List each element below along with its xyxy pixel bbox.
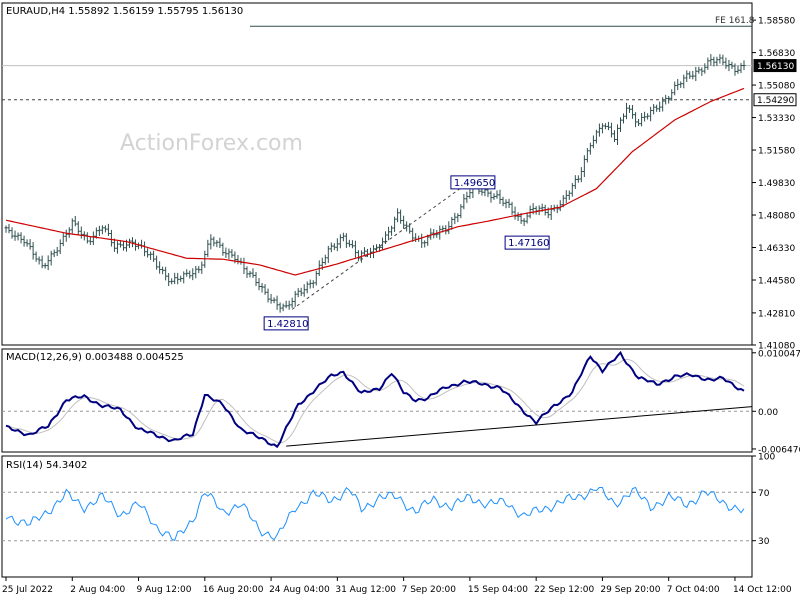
price-tick-label: 1.53330 xyxy=(758,114,795,124)
level-tag-box xyxy=(753,93,797,107)
price-annotation-box xyxy=(263,316,309,331)
price-tick-label: 1.42810 xyxy=(758,309,795,319)
time-tick-label: 22 Sep 12:00 xyxy=(534,585,594,595)
last-price-tag-label: 1.56130 xyxy=(757,62,794,72)
time-tick-label: 14 Oct 12:00 xyxy=(733,585,792,595)
price-annotation-label: 1.42810 xyxy=(267,319,308,330)
macd-title: MACD(12,26,9) 0.003488 0.004525 xyxy=(6,352,184,363)
macd-signal-line xyxy=(5,358,745,444)
rsi-line xyxy=(5,486,745,542)
uptrend-line xyxy=(291,185,465,310)
price-tick-label: 1.51580 xyxy=(758,147,795,157)
price-annotation-label: 1.47160 xyxy=(508,238,549,249)
price-annotation-label: 1.49650 xyxy=(454,178,495,189)
level-tag-label: 1.54290 xyxy=(757,96,794,106)
macd-trendline xyxy=(286,406,753,447)
symbol-info: EURAUD,H4 1.55892 1.56159 1.55795 1.5613… xyxy=(6,6,243,17)
rsi-tick-label: 100 xyxy=(758,453,775,463)
time-tick-label: 24 Aug 04:00 xyxy=(269,585,330,595)
macd-frame xyxy=(1,348,753,453)
rsi-tick-label: 70 xyxy=(758,489,770,499)
rsi-tick-label: 30 xyxy=(758,537,770,547)
time-tick-label: 31 Aug 12:00 xyxy=(335,585,396,595)
watermark: ActionForex.com xyxy=(120,131,303,156)
price-tick-label: 1.41080 xyxy=(758,342,795,352)
price-tick-label: 1.46330 xyxy=(758,244,795,254)
price-tick-label: 1.58580 xyxy=(758,17,795,27)
price-annotation-box xyxy=(504,235,550,250)
rsi-frame xyxy=(1,455,753,578)
time-tick-label: 25 Jul 2022 xyxy=(2,585,53,595)
time-tick-label: 7 Oct 04:00 xyxy=(667,585,720,595)
price-tick-label: 1.55080 xyxy=(758,82,795,92)
time-tick-label: 9 Aug 12:00 xyxy=(137,585,192,595)
price-annotation-box xyxy=(450,175,496,190)
macd-pane: -0.006476 0.00 0.010047 xyxy=(1,348,800,455)
last-price-tag-box xyxy=(753,59,797,73)
price-tick-label: 1.44580 xyxy=(758,277,795,287)
moving-average-line xyxy=(5,87,745,276)
rsi-pane: 30 70 100 xyxy=(1,453,775,578)
time-tick-label: 29 Sep 20:00 xyxy=(600,585,660,595)
macd-tick-label: -0.006476 xyxy=(758,445,800,455)
rsi-title: RSI(14) 54.3402 xyxy=(6,460,87,471)
price-tick-label: 1.48080 xyxy=(758,212,795,222)
price-frame xyxy=(1,2,753,346)
macd-tick-label: 0.010047 xyxy=(758,349,800,359)
fe-label: FE 161.8 xyxy=(715,16,755,26)
price-pane: 1.41080 1.42810 1.44580 1.46330 1.48080 1.498… xyxy=(1,2,797,352)
macd-line xyxy=(5,350,745,449)
time-tick-label: 16 Aug 20:00 xyxy=(203,585,264,595)
price-tick-label: 1.56830 xyxy=(758,49,795,59)
macd-tick-label: 0.00 xyxy=(758,408,778,418)
price-tick-label: 1.49830 xyxy=(758,179,795,189)
time-tick-label: 2 Aug 04:00 xyxy=(70,585,125,595)
time-tick-label: 7 Sep 20:00 xyxy=(402,585,457,595)
time-tick-label: 15 Sep 04:00 xyxy=(468,585,528,595)
time-axis: 25 Jul 2022 2 Aug 04:00 9 Aug 12:00 16 Aug … xyxy=(2,577,792,595)
